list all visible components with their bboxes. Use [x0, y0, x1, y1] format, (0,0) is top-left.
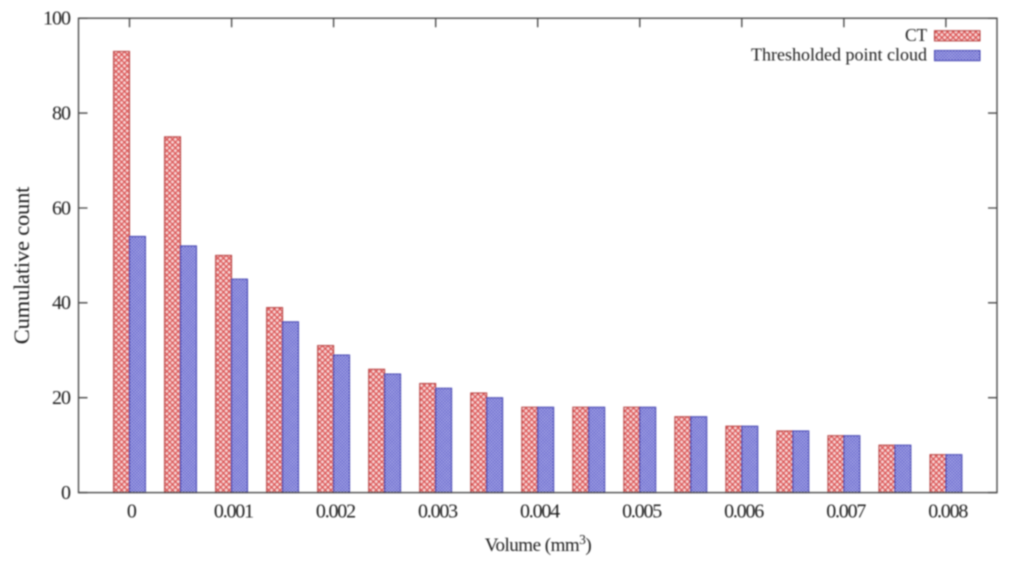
svg-text:40: 40	[52, 292, 71, 314]
svg-text:0.002: 0.002	[316, 501, 355, 523]
svg-text:CT: CT	[905, 25, 927, 45]
svg-text:100: 100	[43, 8, 71, 30]
svg-text:0.006: 0.006	[724, 501, 764, 523]
svg-text:20: 20	[52, 387, 71, 409]
svg-text:0.004: 0.004	[520, 501, 560, 523]
svg-text:0: 0	[127, 501, 137, 523]
svg-text:0.008: 0.008	[928, 501, 968, 523]
svg-text:Cumulative count: Cumulative count	[9, 186, 34, 344]
svg-text:0.001: 0.001	[214, 501, 253, 523]
svg-text:0.005: 0.005	[622, 501, 662, 523]
svg-text:0.007: 0.007	[826, 501, 866, 523]
svg-text:0: 0	[61, 482, 71, 504]
svg-text:60: 60	[52, 197, 71, 219]
svg-text:Volume (mm3): Volume (mm3)	[485, 532, 592, 556]
svg-text:0.003: 0.003	[418, 501, 458, 523]
svg-text:Thresholded point cloud: Thresholded point cloud	[751, 45, 927, 65]
svg-text:80: 80	[52, 103, 71, 125]
